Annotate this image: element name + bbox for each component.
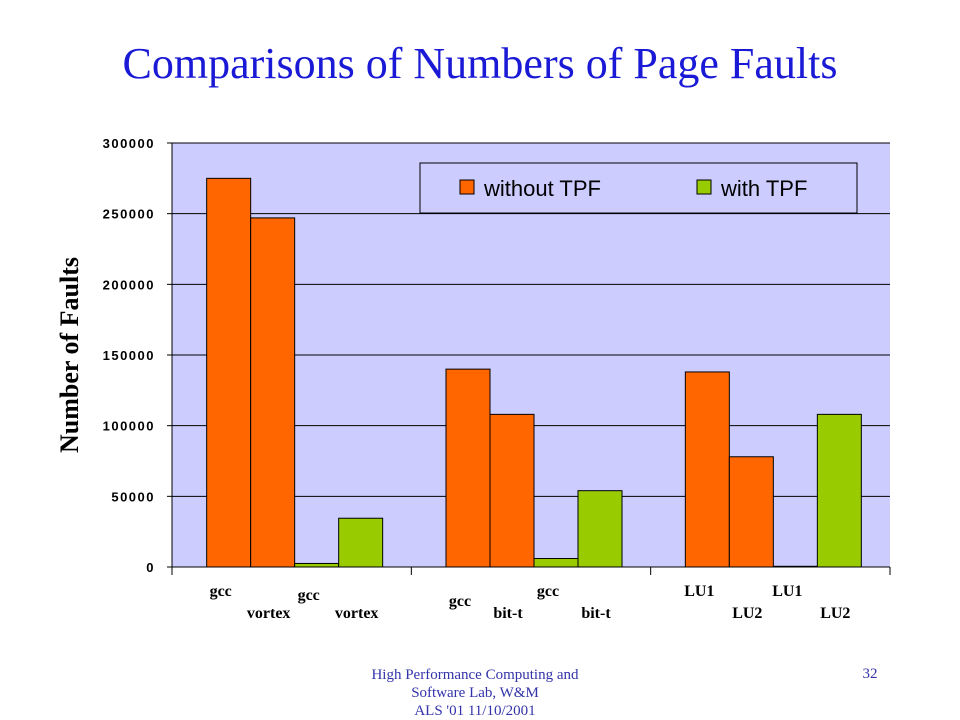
bars bbox=[206, 177, 862, 568]
bar bbox=[577, 490, 623, 568]
y-tick-label: 300000 bbox=[103, 136, 155, 151]
y-tick-label: 200000 bbox=[103, 277, 155, 292]
legend-swatch bbox=[459, 179, 475, 195]
footer-text: High Performance Computing and Software … bbox=[310, 666, 640, 720]
footer-line-2: Software Lab, W&M bbox=[411, 685, 539, 701]
bar bbox=[250, 217, 296, 568]
bar bbox=[728, 456, 774, 568]
legend-swatch bbox=[696, 179, 712, 195]
x-category-label: gcc bbox=[210, 583, 232, 600]
footer-line-3: ALS '01 11/10/2001 bbox=[414, 703, 536, 719]
legend-box bbox=[419, 162, 858, 214]
bar bbox=[816, 413, 862, 568]
x-category-label: vortex bbox=[335, 605, 379, 622]
x-category-label: gcc bbox=[298, 587, 320, 604]
bar bbox=[533, 558, 579, 568]
bar bbox=[294, 562, 340, 568]
x-category-label: LU2 bbox=[820, 605, 850, 622]
legend-label: with TPF bbox=[720, 176, 807, 201]
x-category-label: gcc bbox=[449, 593, 471, 610]
x-category-label: LU2 bbox=[732, 605, 762, 622]
y-tick-label: 250000 bbox=[103, 207, 155, 222]
bar bbox=[338, 517, 384, 568]
legend: without TPF with TPF bbox=[419, 162, 858, 214]
y-tick-label: 0 bbox=[146, 560, 155, 575]
legend-label: without TPF bbox=[483, 176, 601, 201]
y-tick-labels: 0 50000 100000 150000 200000 250000 300000 bbox=[103, 136, 172, 575]
x-category-label: LU1 bbox=[772, 583, 802, 600]
x-group-ticks bbox=[171, 567, 891, 575]
bar bbox=[445, 368, 491, 568]
x-category-label: bit-t bbox=[581, 605, 611, 622]
bar bbox=[489, 413, 535, 568]
x-category-label: LU1 bbox=[684, 583, 714, 600]
x-category-label: bit-t bbox=[493, 605, 523, 622]
x-category-label: gcc bbox=[537, 583, 559, 600]
y-tick-label: 100000 bbox=[103, 419, 155, 434]
page-number: 32 bbox=[862, 666, 878, 682]
bar bbox=[206, 177, 252, 568]
y-tick-label: 50000 bbox=[111, 489, 155, 504]
bar bbox=[684, 371, 730, 568]
y-tick-label: 150000 bbox=[103, 348, 155, 363]
footer-line-1: High Performance Computing and bbox=[371, 667, 579, 683]
slide-title: Comparisons of Numbers of Page Faults bbox=[122, 39, 838, 88]
x-category-label: vortex bbox=[247, 605, 291, 622]
y-axis-label: Number of Faults bbox=[55, 257, 84, 453]
x-category-labels: gcc vortex gcc vortex gcc bit-t gcc bit-t LU1 LU2… bbox=[210, 583, 851, 622]
